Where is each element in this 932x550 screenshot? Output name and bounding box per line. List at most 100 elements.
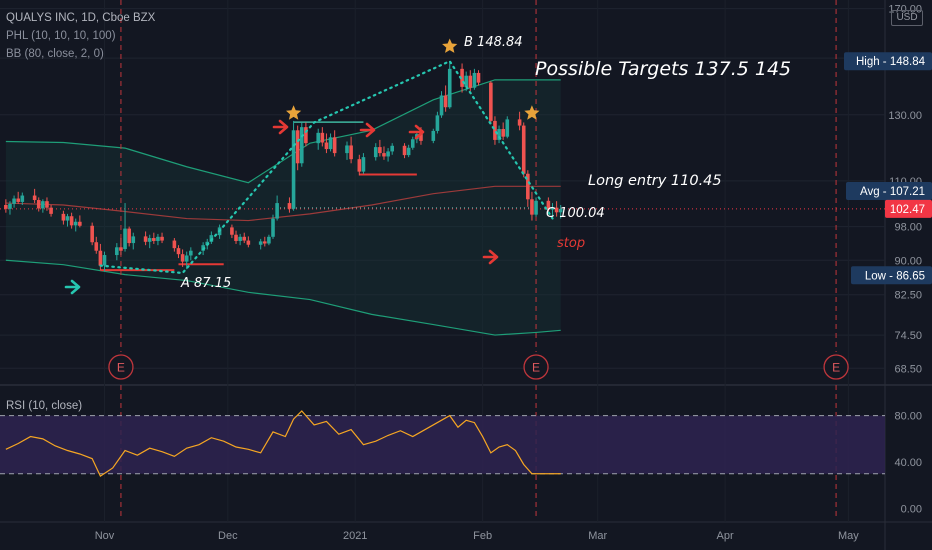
rsi-axis-label: 40.00: [894, 457, 922, 469]
candle: [41, 199, 45, 213]
candle: [304, 122, 308, 147]
price-axis-label: 130.00: [888, 110, 922, 122]
candle-body: [439, 95, 444, 116]
candle: [406, 144, 411, 158]
earnings-marker-label: E: [117, 361, 125, 375]
candle: [378, 139, 382, 157]
candle-body: [299, 127, 304, 164]
candle-body: [20, 195, 25, 202]
candle-body: [291, 130, 296, 209]
candle: [156, 233, 160, 246]
candle-body: [489, 82, 493, 121]
candle-body: [320, 132, 325, 143]
candle-body: [390, 145, 394, 152]
candle-body: [90, 225, 94, 243]
candle: [550, 203, 555, 219]
candle: [123, 203, 127, 252]
candle-body: [172, 240, 177, 249]
candle-body: [65, 216, 70, 221]
candle: [12, 195, 16, 208]
candle: [189, 247, 193, 261]
candle-body: [73, 221, 78, 226]
candle: [238, 233, 242, 246]
annotation-point-c: C 100.04: [546, 206, 605, 221]
candle-body: [45, 201, 49, 208]
green-arrow-icon-head: [70, 279, 81, 295]
candle-body: [147, 238, 152, 242]
candle-body: [8, 203, 12, 209]
candle-body: [460, 68, 464, 87]
candle: [262, 236, 267, 247]
rsi-line: [5, 410, 561, 477]
candle-body: [102, 255, 107, 266]
indicator-phl-label: PHL (10, 10, 10, 100): [6, 30, 116, 42]
candle-body: [526, 173, 530, 200]
candle: [534, 197, 538, 217]
tag-low-bg: [851, 266, 932, 285]
candle: [295, 125, 300, 171]
candle: [61, 210, 66, 225]
rsi-background-band: [0, 415, 885, 474]
candle-body: [287, 203, 292, 209]
time-axis-label: Apr: [717, 530, 734, 542]
candle-body: [115, 247, 119, 256]
candle-body: [143, 236, 148, 242]
candle: [102, 251, 107, 272]
candle-body: [328, 137, 333, 150]
candle-body: [238, 236, 242, 241]
green-arrow-icon: [64, 279, 81, 295]
candle: [431, 128, 436, 144]
candle: [493, 116, 497, 145]
candle: [36, 197, 41, 212]
candle-body: [472, 72, 477, 88]
star-marker: [524, 105, 540, 120]
bollinger-band-fill: [5, 79, 561, 336]
candle: [94, 236, 99, 254]
candle-body: [123, 228, 127, 250]
candle-body: [419, 134, 423, 141]
price-axis-label: 82.50: [894, 290, 922, 302]
price-axis-label: 90.00: [894, 255, 922, 267]
candle: [554, 201, 559, 217]
candle-body: [156, 236, 160, 241]
candle-body: [431, 130, 436, 141]
candle: [131, 232, 136, 250]
candle: [357, 154, 362, 176]
candle: [443, 85, 448, 112]
earnings-marker-label: E: [532, 361, 540, 375]
abc-trend-path: [99, 59, 554, 275]
candle: [287, 197, 292, 213]
candle: [328, 133, 333, 152]
candle: [402, 143, 407, 159]
candle-body: [501, 129, 505, 137]
candle-body: [534, 200, 538, 215]
red-arrow-icon: [272, 119, 289, 135]
candle: [78, 215, 82, 228]
annotation-long-entry: Long entry 110.45: [588, 173, 722, 189]
candle: [127, 226, 131, 247]
candle-body: [517, 119, 522, 126]
currency-badge[interactable]: USD: [891, 10, 923, 26]
candle-body: [152, 238, 156, 241]
candle-body: [468, 75, 473, 88]
candle: [234, 230, 238, 244]
candle: [530, 191, 534, 221]
red-arrow-icon-head: [278, 119, 289, 135]
tag-avg-bg: [846, 182, 932, 201]
rsi-title: RSI (10, close): [6, 400, 82, 412]
candle-body: [435, 115, 440, 131]
star-marker: [286, 105, 302, 120]
symbol-title: QUALYS INC, 1D, Cboe BZX: [6, 12, 156, 24]
annotation-point-b: B 148.84: [464, 35, 523, 50]
red-arrow-icon-head: [488, 249, 499, 265]
candle-body: [554, 207, 559, 213]
candle-body: [267, 236, 271, 244]
candle: [382, 146, 386, 160]
annotation-point-a: A 87.15: [180, 276, 231, 291]
candle-body: [230, 227, 234, 235]
candle: [558, 204, 563, 219]
candle: [373, 143, 378, 161]
candle: [180, 249, 185, 267]
candle-body: [176, 248, 181, 255]
